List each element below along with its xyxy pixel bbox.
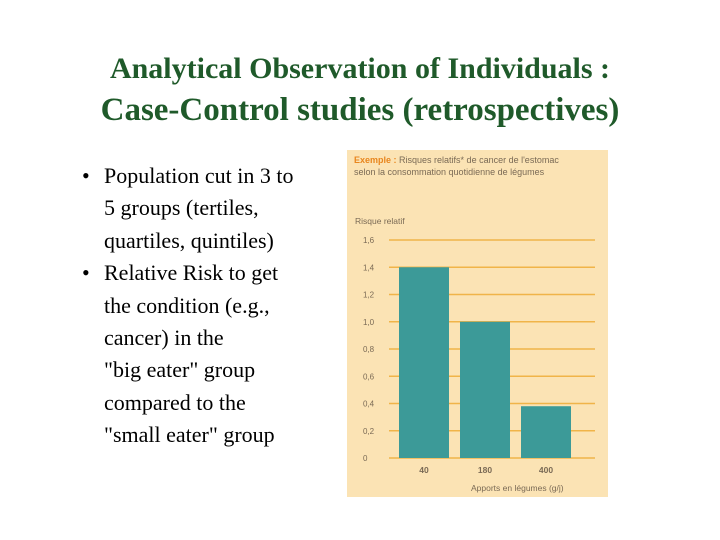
title-normal-part: Analytical Observation of bbox=[109, 52, 448, 85]
bullet-line: "small eater" group bbox=[104, 422, 275, 448]
chart-panel: Exemple : Risques relatifs* de cancer de… bbox=[347, 150, 608, 497]
x-tick-label: 40 bbox=[419, 465, 429, 475]
bullet-line: 5 groups (tertiles, bbox=[104, 195, 259, 221]
chart-caption-bold: Exemple : bbox=[354, 155, 397, 165]
y-tick-label: 0,6 bbox=[363, 372, 375, 381]
bullet-list: • Population cut in 3 to 5 groups (tertile… bbox=[78, 160, 340, 452]
x-tick-label: 180 bbox=[478, 465, 492, 475]
chart-caption-rest: Risques relatifs* de cancer de l'estomac bbox=[397, 155, 560, 165]
bullet-line: Population cut in 3 to bbox=[104, 163, 294, 188]
slide-title-line1: Analytical Observation of Individuals : bbox=[0, 52, 720, 86]
x-axis-label: Apports en légumes (g/j) bbox=[471, 483, 564, 493]
bullet-line: quartiles, quintiles) bbox=[104, 227, 274, 253]
bullet-item: • Relative Risk to get the condition (e.g.… bbox=[78, 257, 340, 451]
bullet-item: • Population cut in 3 to 5 groups (tertile… bbox=[78, 160, 340, 257]
bullet-symbol: • bbox=[82, 163, 90, 188]
y-tick-label: 0,2 bbox=[363, 427, 375, 436]
x-tick-label: 400 bbox=[539, 465, 553, 475]
bullet-line: "big eater" group bbox=[104, 357, 256, 383]
bullet-line: cancer) in the bbox=[104, 325, 224, 351]
title-bold-part: Individuals : bbox=[447, 52, 611, 85]
bar-40 bbox=[399, 267, 449, 458]
bar-400 bbox=[521, 406, 571, 458]
bullet-line: compared to the bbox=[104, 389, 246, 415]
slide-title-line2: Case-Control studies (retrospectives) bbox=[0, 92, 720, 129]
y-tick-label: 1,4 bbox=[363, 263, 375, 272]
y-axis-label: Risque relatif bbox=[355, 216, 405, 226]
bullet-line: the condition (e.g., bbox=[104, 292, 270, 318]
subtitle-normal-part: studies (retrospectives) bbox=[288, 92, 620, 128]
chart-caption-line2: selon la consommation quotidienne de lég… bbox=[354, 167, 545, 177]
y-tick-label: 0,4 bbox=[363, 400, 375, 409]
y-tick-label: 1,0 bbox=[363, 318, 375, 327]
bar-chart: Exemple : Risques relatifs* de cancer de… bbox=[354, 155, 595, 493]
y-tick-label: 0 bbox=[363, 454, 368, 463]
bullet-symbol: • bbox=[82, 260, 90, 286]
subtitle-bold-part: Case-Control bbox=[100, 92, 289, 128]
y-tick-label: 1,6 bbox=[363, 236, 375, 245]
bullet-line: Relative Risk to get bbox=[104, 260, 279, 286]
y-tick-label: 1,2 bbox=[363, 291, 375, 300]
y-tick-label: 0,8 bbox=[363, 345, 375, 354]
bar-180 bbox=[460, 321, 510, 458]
chart-caption-line1: Exemple : Risques relatifs* de cancer de… bbox=[354, 155, 559, 165]
